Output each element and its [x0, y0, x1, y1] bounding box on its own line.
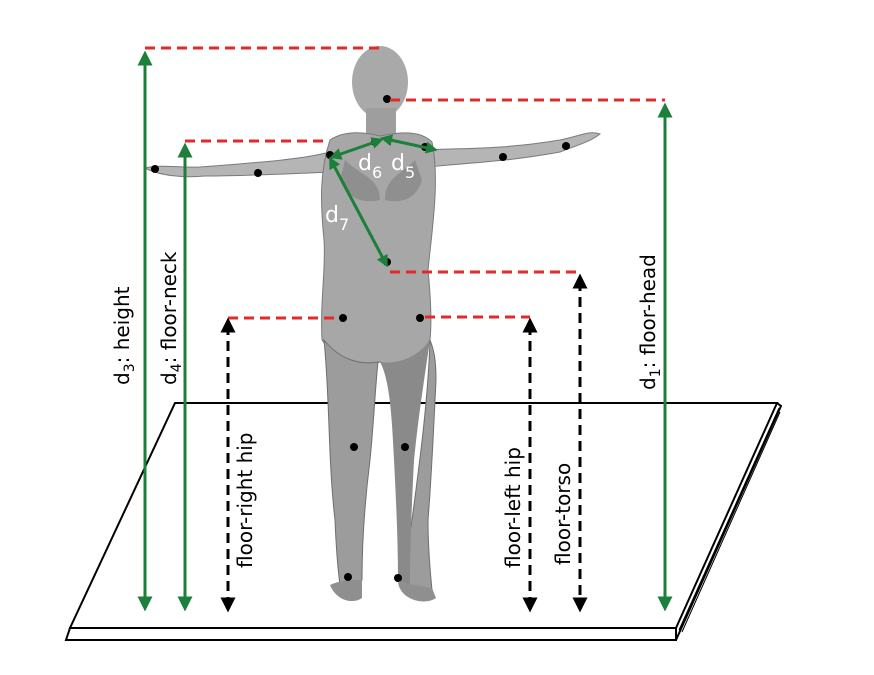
- floor-torso-label: floor-torso: [551, 463, 575, 565]
- d6-label: d6: [358, 151, 382, 182]
- floor-right-hip-label: floor-right hip: [233, 432, 257, 568]
- d7-arrow: [329, 156, 388, 268]
- d6-arrow: [329, 137, 384, 160]
- floor-neck-label: d4: floor-neck: [157, 251, 185, 385]
- black-arrows: [220, 273, 588, 613]
- d5-label: d5: [391, 151, 415, 182]
- d7-label: d7: [325, 203, 349, 234]
- height-label: d3: height: [110, 286, 138, 385]
- d5-arrow: [380, 134, 438, 154]
- floor-left-hip-label: floor-left hip: [501, 447, 525, 568]
- floor-head-label: d1: floor-head: [636, 254, 664, 390]
- green-arrows: [137, 50, 673, 612]
- reference-lines: [145, 46, 665, 320]
